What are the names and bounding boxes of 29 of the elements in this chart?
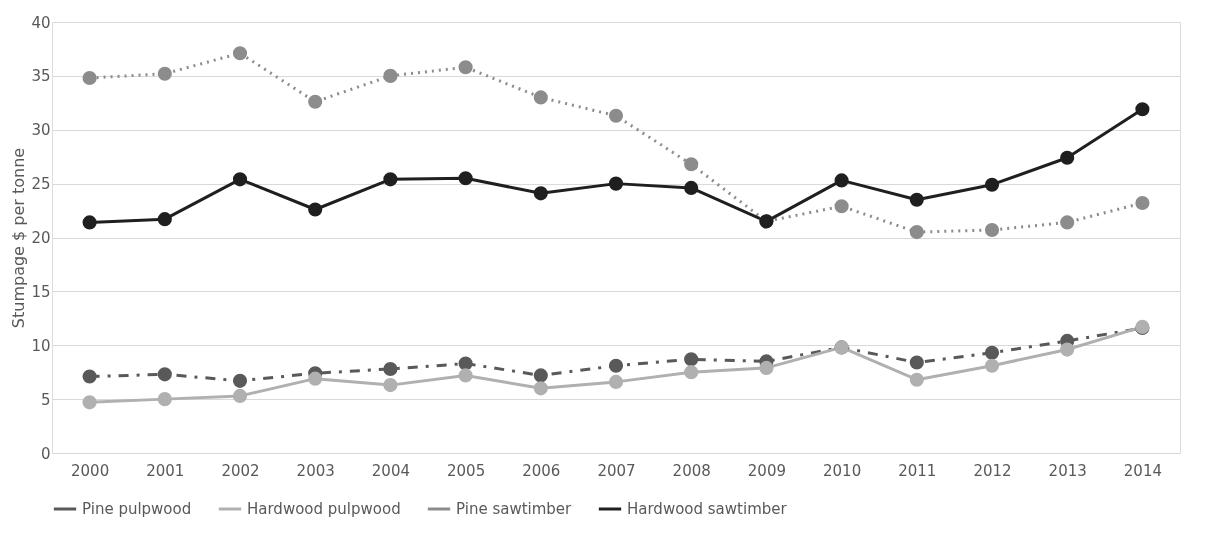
x-tick-label: 2011 xyxy=(898,461,937,480)
x-tick-label: 2002 xyxy=(221,461,260,480)
y-tick-label: 5 xyxy=(40,390,51,409)
x-tick-label: 2014 xyxy=(1123,461,1162,480)
x-tick-label: 2012 xyxy=(973,461,1012,480)
x-tick-label: 2008 xyxy=(672,461,711,480)
x-tick-label: 2003 xyxy=(296,461,335,480)
x-tick-label: 2009 xyxy=(747,461,786,480)
x-tick-label: 2007 xyxy=(597,461,636,480)
y-tick-label: 40 xyxy=(31,13,51,32)
y-tick-label: 10 xyxy=(31,336,51,355)
y-tick-label: 30 xyxy=(31,121,51,140)
x-tick-label: 2000 xyxy=(71,461,110,480)
y-tick-label: 15 xyxy=(31,282,51,301)
x-tick-label: 2013 xyxy=(1048,461,1087,480)
x-tick-label: 2010 xyxy=(823,461,862,480)
x-tick-label: 2005 xyxy=(447,461,486,480)
y-tick-label: 35 xyxy=(31,67,51,86)
legend-label: Hardwood sawtimber xyxy=(627,500,788,518)
legend-label: Pine sawtimber xyxy=(456,500,573,518)
y-tick-label: 20 xyxy=(31,229,51,247)
legend-label: Hardwood pulpwood xyxy=(247,500,401,518)
x-tick-label: 2004 xyxy=(371,461,410,480)
y-tick-label: 0 xyxy=(40,444,51,463)
y-axis-title: Stumpage $ per tonne xyxy=(9,147,29,329)
y-tick-label: 25 xyxy=(31,175,51,194)
legend-label: Pine pulpwood xyxy=(82,500,192,518)
x-tick-label: 2006 xyxy=(522,461,561,480)
x-tick-label: 2001 xyxy=(146,461,185,480)
